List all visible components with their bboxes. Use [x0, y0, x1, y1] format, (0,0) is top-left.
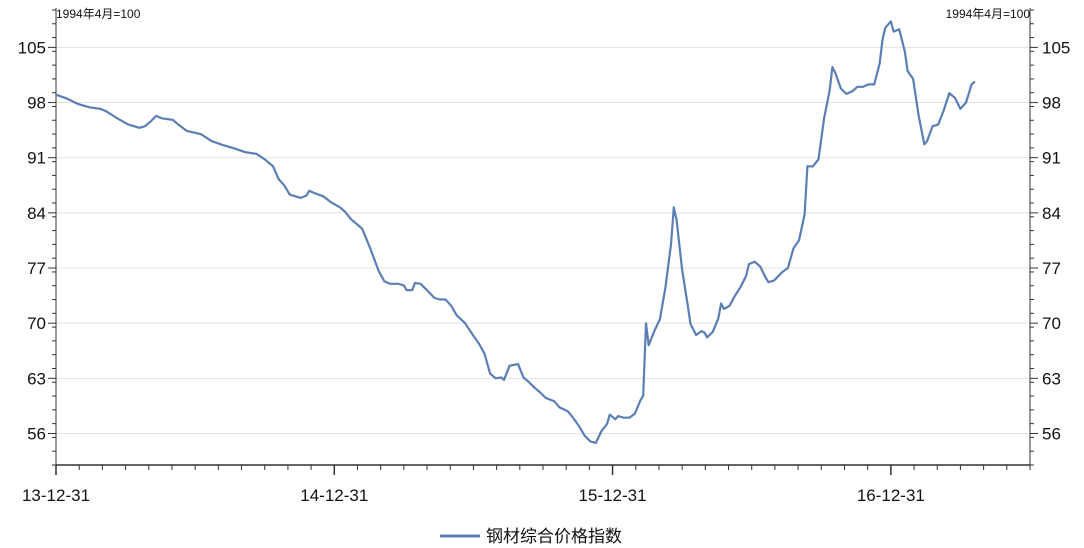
y-tick-label-left: 56: [27, 424, 46, 443]
y-tick-label-right: 84: [1042, 204, 1061, 223]
y-tick-label-left: 70: [27, 314, 46, 333]
y-tick-label-left: 91: [27, 149, 46, 168]
x-tick-label: 15-12-31: [579, 486, 647, 505]
y-tick-label-right: 105: [1042, 38, 1070, 57]
x-tick-label: 14-12-31: [300, 486, 368, 505]
legend: 钢材综合价格指数: [440, 527, 622, 547]
y-tick-label-right: 63: [1042, 369, 1061, 388]
gridlines: [56, 46, 1030, 434]
x-tick-label: 13-12-31: [22, 486, 90, 505]
y-tick-label-right: 77: [1042, 259, 1061, 278]
y-tick-label-left: 63: [27, 369, 46, 388]
series-layer: [54, 20, 976, 444]
axes: 56 56 63 63 70 70 77 77 84 84 91 91 98 98 105 105 13-12-…: [18, 8, 1070, 505]
y-axis-unit-right: 1994年4月=100: [946, 7, 1031, 21]
y-tick-label-right: 98: [1042, 94, 1061, 113]
y-tick-label-left: 84: [27, 204, 46, 223]
y-tick-label-left: 77: [27, 259, 46, 278]
y-tick-label-right: 91: [1042, 149, 1061, 168]
legend-label: 钢材综合价格指数: [486, 527, 622, 547]
y-tick-label-left: 98: [27, 94, 46, 113]
y-tick-label-right: 70: [1042, 314, 1061, 333]
x-tick-label: 16-12-31: [857, 486, 925, 505]
y-tick-label-right: 56: [1042, 424, 1061, 443]
y-axis-unit-left: 1994年4月=100: [56, 7, 141, 21]
y-tick-label-left: 105: [18, 38, 46, 57]
series-line-0: [54, 20, 976, 444]
